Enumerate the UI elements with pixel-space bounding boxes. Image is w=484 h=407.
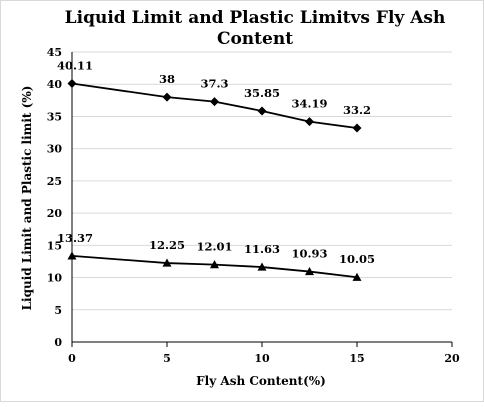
y-tick-label: 10 [47,272,63,285]
chart-title-line-1: Liquid Limit and Plastic Limitvs Fly Ash [65,8,446,28]
series-1-point [352,123,362,133]
x-tick-label: 15 [349,352,364,365]
x-tick-label: 10 [254,352,270,365]
series-1-point [210,97,219,107]
series-1-line [71,82,358,129]
y-axis-label: Liquid Limit and Plastic limit (%) [20,86,34,311]
series-2-line [71,254,358,279]
series-1-data-label: 34.19 [291,97,327,111]
x-tick-label: 0 [68,352,76,365]
series-1-point [67,79,77,89]
y-tick-label: 25 [47,175,62,188]
series-1-data-label: 40.11 [57,59,93,73]
x-axis-label: Fly Ash Content(%) [196,374,326,388]
series-1-data-label: 33.2 [343,103,371,117]
series-2-point [67,251,77,260]
y-tick-label: 40 [47,78,63,91]
y-tick-label: 45 [47,46,62,59]
y-tick-label: 35 [47,110,62,123]
series-2-point [352,272,362,281]
series-1-data-label: 35.85 [244,86,280,100]
series-2-data-label: 10.93 [291,247,327,261]
grid-lines [72,51,452,311]
series-group [67,79,362,281]
series-2-point [210,260,219,269]
chart-title-line-2: Content [217,29,293,49]
series-2-data-label: 12.25 [149,238,185,252]
series-2-data-label: 11.63 [244,242,280,256]
series-1-data-label: 37.3 [200,77,228,91]
data-labels: 40.11 38 37.3 35.85 34.19 33.2 13.37 12.25 12.01… [57,59,375,267]
series-2-data-label: 12.01 [196,240,232,254]
x-tick-label: 20 [444,352,460,365]
y-tick-label: 5 [54,304,62,317]
y-tick-label: 20 [47,207,63,220]
x-tick-label: 5 [163,352,171,365]
series-2-data-label: 10.05 [339,252,375,266]
series-1-data-label: 38 [159,72,175,86]
series-1-point [162,92,172,102]
series-2-point [257,262,267,271]
axes: 0 5 10 15 20 25 30 35 40 45 0 5 10 15 20 [47,46,460,365]
series-2-point [162,258,172,267]
y-tick-label: 15 [47,239,62,252]
series-1-point [305,117,314,127]
series-1-point [257,106,267,116]
y-tick-label: 30 [47,143,63,156]
y-tick-label: 0 [54,336,62,349]
series-2-data-label: 13.37 [57,231,93,245]
series-2-point [305,267,314,276]
